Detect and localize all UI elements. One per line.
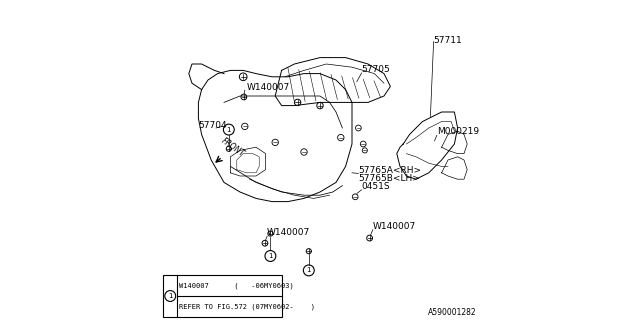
- Text: 57765A<RH>: 57765A<RH>: [358, 166, 422, 175]
- Text: 1: 1: [307, 268, 311, 273]
- Text: 57765B<LH>: 57765B<LH>: [358, 174, 420, 183]
- Text: 1: 1: [168, 293, 173, 299]
- Text: 0451S: 0451S: [362, 182, 390, 191]
- Text: W140007      (   -06MY0603): W140007 ( -06MY0603): [179, 282, 293, 289]
- Text: 1: 1: [227, 127, 231, 132]
- Text: FRONT: FRONT: [219, 137, 246, 159]
- Bar: [163, 275, 282, 317]
- Text: 57705: 57705: [362, 65, 390, 74]
- Text: W140007: W140007: [246, 83, 290, 92]
- Text: 57704: 57704: [198, 121, 227, 130]
- Text: A590001282: A590001282: [428, 308, 477, 317]
- Text: REFER TO FIG.572 (07MY0602-    ): REFER TO FIG.572 (07MY0602- ): [179, 303, 315, 310]
- Text: 1: 1: [268, 253, 273, 259]
- Text: 57711: 57711: [434, 36, 462, 45]
- Text: W140007: W140007: [372, 222, 416, 231]
- Text: W140007: W140007: [268, 228, 310, 237]
- Text: M000219: M000219: [437, 127, 479, 136]
